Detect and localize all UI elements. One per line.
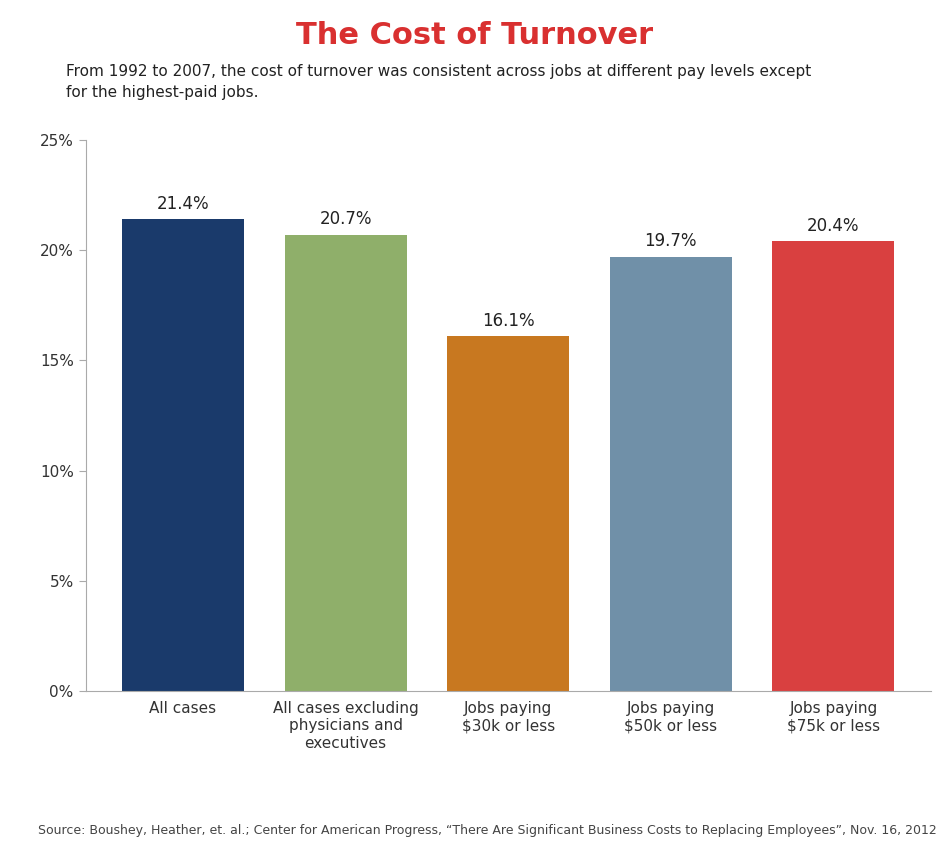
Bar — [447, 336, 569, 691]
Text: 16.1%: 16.1% — [482, 311, 535, 330]
Text: The Cost of Turnover: The Cost of Turnover — [296, 21, 654, 50]
Bar — [123, 220, 244, 691]
Text: Source: Boushey, Heather, et. al.; Center for American Progress, “There Are Sign: Source: Boushey, Heather, et. al.; Cente… — [38, 824, 937, 837]
Text: 21.4%: 21.4% — [157, 195, 209, 213]
Text: 20.7%: 20.7% — [319, 210, 371, 228]
Bar — [772, 242, 894, 691]
Bar — [610, 257, 732, 691]
Text: 19.7%: 19.7% — [645, 232, 697, 250]
Text: 20.4%: 20.4% — [808, 217, 860, 235]
Text: From 1992 to 2007, the cost of turnover was consistent across jobs at different : From 1992 to 2007, the cost of turnover … — [66, 64, 811, 99]
Bar — [285, 235, 407, 691]
